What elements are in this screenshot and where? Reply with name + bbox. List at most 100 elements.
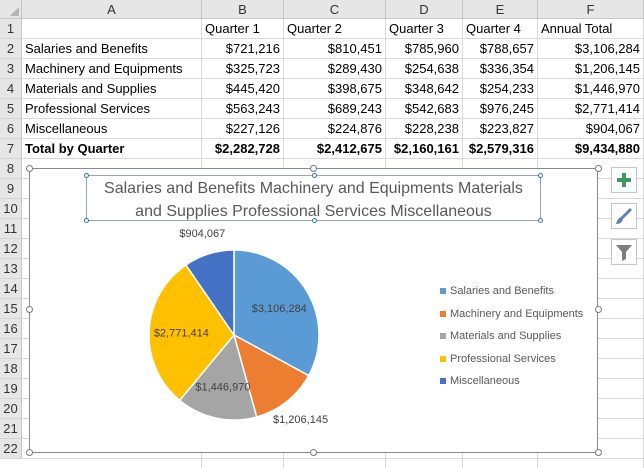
cell-c7[interactable]: $2,412,675 [316, 141, 382, 156]
cell-d3[interactable]: $254,638 [404, 61, 459, 76]
column-header-c[interactable]: C [284, 0, 386, 19]
cell-b4[interactable]: $445,420 [225, 81, 280, 96]
pie-slice-3[interactable] [148, 263, 235, 402]
row-header-13[interactable]: 13 [0, 259, 22, 279]
cell-f1[interactable]: Annual Total [541, 21, 613, 36]
select-all-corner[interactable] [0, 0, 22, 19]
column-header-e[interactable]: E [463, 0, 538, 19]
chart-styles-button[interactable] [611, 203, 637, 229]
cell-b1[interactable]: Quarter 1 [205, 21, 260, 36]
data-label-1[interactable]: $1,206,145 [273, 414, 328, 426]
row-header-14[interactable]: 14 [0, 279, 22, 299]
cell-e7[interactable]: $2,579,316 [468, 141, 534, 156]
row-header-11[interactable]: 11 [0, 219, 22, 239]
cell-e6[interactable]: $223,827 [479, 121, 534, 136]
chart-resize-handle[interactable] [595, 165, 602, 172]
cell-e2[interactable]: $788,657 [479, 41, 534, 56]
cell-c5[interactable]: $689,243 [327, 101, 382, 116]
cell-a7[interactable]: Total by Quarter [25, 141, 125, 156]
pie-slice-0[interactable] [233, 249, 320, 377]
chart-resize-handle[interactable] [595, 306, 602, 313]
chart-filters-button[interactable] [611, 239, 637, 265]
row-header-2[interactable]: 2 [0, 39, 22, 59]
cell-f3[interactable]: $1,206,145 [574, 61, 640, 76]
title-resize-handle[interactable] [84, 173, 89, 178]
cell-d5[interactable]: $542,683 [404, 101, 459, 116]
cell-c1[interactable]: Quarter 2 [287, 21, 342, 36]
column-header-f[interactable]: F [538, 0, 644, 19]
row-header-6[interactable]: 6 [0, 119, 22, 139]
pie-slice-2[interactable] [178, 333, 258, 421]
cell-a1[interactable] [22, 19, 201, 39]
row-header-1[interactable]: 1 [0, 19, 22, 39]
cell-d7[interactable]: $2,160,161 [393, 141, 459, 156]
chart-title[interactable]: Salaries and Benefits Machinery and Equi… [84, 173, 543, 223]
row-header-17[interactable]: 17 [0, 339, 22, 359]
cell-b7[interactable]: $2,282,728 [214, 141, 280, 156]
data-label-2[interactable]: $1,446,970 [195, 382, 250, 394]
row-header-7[interactable]: 7 [0, 139, 22, 159]
cell-a5[interactable]: Professional Services [25, 101, 150, 116]
cell-a4[interactable]: Materials and Supplies [25, 81, 157, 96]
cell-e5[interactable]: $976,245 [479, 101, 534, 116]
cell-d1[interactable]: Quarter 3 [389, 21, 444, 36]
title-resize-handle[interactable] [538, 173, 543, 178]
cell-a2[interactable]: Salaries and Benefits [25, 41, 148, 56]
cell-d2[interactable]: $785,960 [404, 41, 459, 56]
row-header-5[interactable]: 5 [0, 99, 22, 119]
cell-d4[interactable]: $348,642 [404, 81, 459, 96]
cell-e3[interactable]: $336,354 [479, 61, 534, 76]
row-header-22[interactable]: 22 [0, 439, 22, 459]
row-header-16[interactable]: 16 [0, 319, 22, 339]
cell-e1[interactable]: Quarter 4 [466, 21, 521, 36]
row-header-20[interactable]: 20 [0, 399, 22, 419]
chart-resize-handle[interactable] [26, 449, 33, 456]
title-resize-handle[interactable] [84, 218, 89, 223]
pie-chart[interactable]: Salaries and Benefits Machinery and Equi… [29, 168, 598, 453]
row-header-9[interactable]: 9 [0, 179, 22, 199]
row-header-10[interactable]: 10 [0, 199, 22, 219]
row-header-19[interactable]: 19 [0, 379, 22, 399]
cell-f7[interactable]: $9,434,880 [574, 141, 640, 156]
cell-f6[interactable]: $904,067 [585, 121, 640, 136]
chart-resize-handle[interactable] [310, 449, 317, 456]
cell-f2[interactable]: $3,106,284 [574, 41, 640, 56]
cell-c2[interactable]: $810,451 [327, 41, 382, 56]
chart-resize-handle[interactable] [310, 165, 317, 172]
row-header-3[interactable]: 3 [0, 59, 22, 79]
cell-b6[interactable]: $227,126 [225, 121, 280, 136]
chart-resize-handle[interactable] [595, 449, 602, 456]
chart-resize-handle[interactable] [26, 306, 33, 313]
chart-resize-handle[interactable] [26, 165, 33, 172]
pie-plot-area[interactable]: $3,106,284 $1,206,145 $1,446,970 $2,771,414… [30, 169, 597, 452]
cell-e4[interactable]: $254,233 [479, 81, 534, 96]
row-header-21[interactable]: 21 [0, 419, 22, 439]
cell-f4[interactable]: $1,446,970 [574, 81, 640, 96]
cell-a6[interactable]: Miscellaneous [25, 121, 108, 136]
column-header-d[interactable]: D [386, 0, 463, 19]
row-header-18[interactable]: 18 [0, 359, 22, 379]
cell-c6[interactable]: $224,876 [327, 121, 382, 136]
column-header-a[interactable]: A [22, 0, 202, 19]
pie-slice-1[interactable] [232, 333, 310, 418]
data-label-3[interactable]: $2,771,414 [154, 328, 209, 340]
cell-d6[interactable]: $228,238 [404, 121, 459, 136]
cell-c4[interactable]: $398,675 [327, 81, 382, 96]
cell-b2[interactable]: $721,216 [225, 41, 280, 56]
cell-f5[interactable]: $2,771,414 [574, 101, 640, 116]
row-header-12[interactable]: 12 [0, 239, 22, 259]
row-header-8[interactable]: 8 [0, 159, 22, 179]
title-resize-handle[interactable] [538, 218, 543, 223]
row-header-4[interactable]: 4 [0, 79, 22, 99]
cell-c3[interactable]: $289,430 [327, 61, 382, 76]
data-label-0[interactable]: $3,106,284 [252, 303, 307, 315]
title-resize-handle[interactable] [312, 218, 317, 223]
chart-elements-button[interactable] [611, 167, 637, 193]
title-resize-handle[interactable] [312, 173, 317, 178]
row-header-15[interactable]: 15 [0, 299, 22, 319]
data-label-4[interactable]: $904,067 [179, 228, 225, 240]
pie-slice-4[interactable] [184, 249, 235, 338]
cell-a3[interactable]: Machinery and Equipments [25, 61, 183, 76]
cell-b3[interactable]: $325,723 [225, 61, 280, 76]
cell-b5[interactable]: $563,243 [225, 101, 280, 116]
